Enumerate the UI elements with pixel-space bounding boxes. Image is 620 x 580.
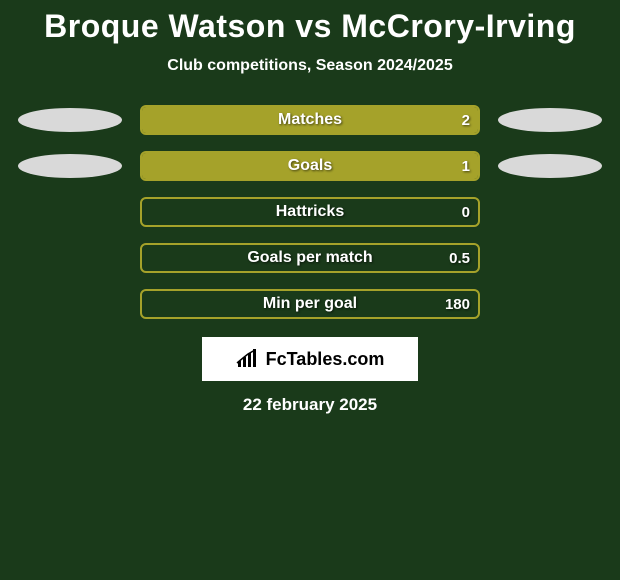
stat-bar: Hattricks0 [140,197,480,227]
stat-value: 1 [462,153,470,179]
stat-row: Hattricks0 [0,197,620,227]
stat-value: 180 [445,291,470,317]
left-ellipse [18,154,122,178]
stat-bar: Min per goal180 [140,289,480,319]
stat-value: 0.5 [449,245,470,271]
right-ellipse [498,154,602,178]
stat-bar: Goals per match0.5 [140,243,480,273]
date-text: 22 february 2025 [0,395,620,415]
left-ellipse [18,200,122,224]
logo-box[interactable]: FcTables.com [202,337,418,381]
stat-row: Min per goal180 [0,289,620,319]
right-ellipse [498,108,602,132]
stats-infographic: Broque Watson vs McCrory-Irving Club com… [0,0,620,415]
stats-rows: Matches2Goals1Hattricks0Goals per match0… [0,105,620,319]
left-ellipse [18,108,122,132]
left-ellipse [18,292,122,316]
logo-text: FcTables.com [266,349,385,370]
page-title: Broque Watson vs McCrory-Irving [0,8,620,45]
right-ellipse [498,200,602,224]
stat-value: 0 [462,199,470,225]
right-ellipse [498,246,602,270]
bar-chart-icon [236,349,260,369]
stat-label: Min per goal [142,291,478,317]
stat-label: Goals [142,153,478,179]
stat-value: 2 [462,107,470,133]
stat-label: Goals per match [142,245,478,271]
stat-row: Matches2 [0,105,620,135]
stat-row: Goals1 [0,151,620,181]
stat-label: Matches [142,107,478,133]
left-ellipse [18,246,122,270]
stat-row: Goals per match0.5 [0,243,620,273]
stat-bar: Matches2 [140,105,480,135]
stat-label: Hattricks [142,199,478,225]
stat-bar: Goals1 [140,151,480,181]
page-subtitle: Club competitions, Season 2024/2025 [0,57,620,75]
right-ellipse [498,292,602,316]
